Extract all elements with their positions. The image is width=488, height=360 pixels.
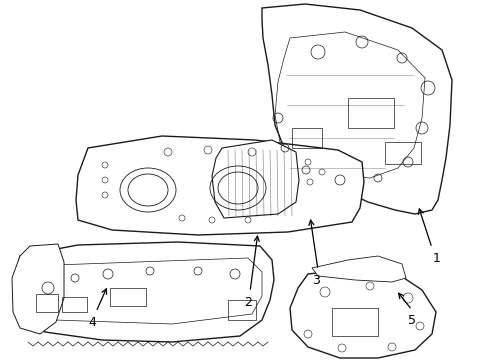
Text: 2: 2	[244, 296, 251, 309]
Polygon shape	[212, 140, 298, 218]
Bar	[110, 288, 146, 306]
Polygon shape	[262, 4, 451, 214]
Bar	[347, 98, 393, 128]
Text: 5: 5	[407, 314, 415, 327]
Polygon shape	[311, 256, 405, 282]
Bar	[291, 128, 321, 148]
Polygon shape	[16, 242, 273, 342]
Polygon shape	[289, 268, 435, 358]
Text: 1: 1	[432, 252, 440, 265]
Bar	[331, 308, 377, 336]
Bar	[62, 297, 87, 312]
Bar	[384, 142, 420, 164]
Bar	[227, 300, 256, 320]
Polygon shape	[76, 136, 363, 235]
Polygon shape	[12, 244, 64, 334]
Bar	[36, 294, 58, 312]
Text: 3: 3	[311, 274, 319, 287]
Text: 4: 4	[88, 316, 96, 329]
